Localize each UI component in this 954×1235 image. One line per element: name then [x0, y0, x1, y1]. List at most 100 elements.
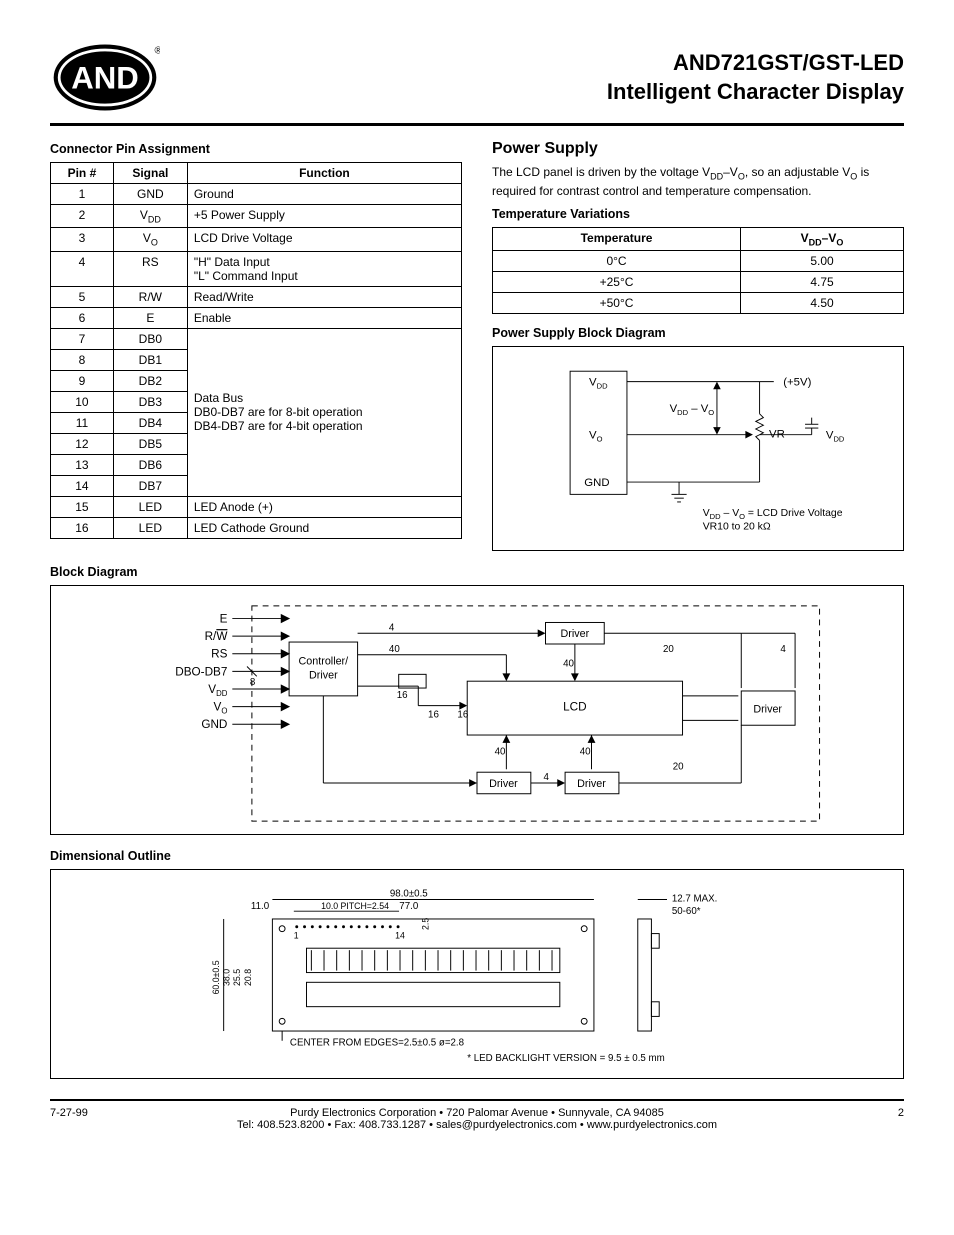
table-row: 3VOLCD Drive Voltage: [51, 228, 462, 251]
footer-date: 7-27-99: [50, 1107, 88, 1119]
temp-cell: +25°C: [493, 272, 741, 293]
footer-line-2: Tel: 408.523.8200 • Fax: 408.733.1287 • …: [50, 1119, 904, 1131]
title-block: AND721GST/GST-LED Intelligent Character …: [607, 49, 904, 106]
svg-text:Driver: Driver: [577, 778, 606, 790]
block-diagram: E R/W RS DBO-DB7 VDD VO GND 8 Controller…: [50, 585, 904, 835]
table-row: +50°C4.50: [493, 293, 904, 314]
temp-header-temp: Temperature: [493, 227, 741, 250]
svg-text:50-60*: 50-60*: [672, 906, 701, 917]
table-row: +25°C4.75: [493, 272, 904, 293]
and-logo: AND ®: [50, 40, 160, 115]
pin-table-title: Connector Pin Assignment: [50, 142, 462, 156]
svg-text:DBO-DB7: DBO-DB7: [175, 665, 227, 678]
temp-header-v: VDD–VO: [741, 227, 904, 250]
function-cell: LED Anode (+): [187, 496, 461, 517]
table-row: 16LEDLED Cathode Ground: [51, 517, 462, 538]
signal-cell: LED: [113, 517, 187, 538]
svg-text:20: 20: [663, 644, 674, 655]
left-column: Connector Pin Assignment Pin # Signal Fu…: [50, 138, 462, 551]
signal-cell: E: [113, 307, 187, 328]
block-diagram-title: Block Diagram: [50, 565, 904, 579]
pin-header-pin: Pin #: [51, 163, 114, 184]
pin-cell: 14: [51, 475, 114, 496]
voltage-cell: 4.50: [741, 293, 904, 314]
table-row: 5R/WRead/Write: [51, 286, 462, 307]
svg-text:VDD: VDD: [208, 683, 227, 698]
dimensional-section: Dimensional Outline 1 14 98.0±0.5 77.0: [50, 849, 904, 1079]
svg-text:16: 16: [397, 690, 408, 701]
svg-text:®: ®: [155, 46, 161, 57]
table-row: 15LEDLED Anode (+): [51, 496, 462, 517]
signal-cell: DB5: [113, 433, 187, 454]
footer-page: 2: [898, 1107, 904, 1119]
svg-text:VR10 to 20 kΩ: VR10 to 20 kΩ: [703, 522, 771, 533]
svg-text:E: E: [220, 613, 228, 626]
pin-header-function: Function: [187, 163, 461, 184]
svg-text:LCD: LCD: [563, 701, 586, 714]
svg-text:8: 8: [250, 677, 255, 688]
svg-text:1: 1: [294, 931, 299, 941]
svg-text:VDD: VDD: [589, 377, 608, 391]
svg-text:(+5V): (+5V): [783, 377, 811, 389]
table-row: 7DB0Data BusDB0-DB7 are for 8-bit operat…: [51, 328, 462, 349]
signal-cell: DB3: [113, 391, 187, 412]
svg-text:40: 40: [580, 747, 591, 758]
right-column: Power Supply The LCD panel is driven by …: [492, 138, 904, 551]
function-cell: Ground: [187, 184, 461, 205]
svg-text:4: 4: [780, 644, 786, 655]
svg-text:CENTER FROM EDGES=2.5±0.5 ø: CENTER FROM EDGES=2.5±0.5 ø=2.8: [290, 1038, 464, 1049]
pin-cell: 16: [51, 517, 114, 538]
svg-text:20.8: 20.8: [243, 969, 253, 986]
block-diagram-section: Block Diagram E R/W RS DBO-DB7 VDD VO GN…: [50, 565, 904, 835]
pin-assignment-table: Pin # Signal Function 1GNDGround2VDD+5 P…: [50, 162, 462, 539]
signal-cell: DB2: [113, 370, 187, 391]
signal-cell: DB7: [113, 475, 187, 496]
function-cell: LCD Drive Voltage: [187, 228, 461, 251]
svg-text:VO: VO: [214, 701, 228, 716]
svg-text:4: 4: [544, 772, 550, 783]
table-row: 6EEnable: [51, 307, 462, 328]
signal-cell: GND: [113, 184, 187, 205]
voltage-cell: 5.00: [741, 251, 904, 272]
svg-text:RS: RS: [211, 648, 227, 661]
pin-cell: 8: [51, 349, 114, 370]
svg-text:38.0: 38.0: [222, 969, 232, 986]
svg-text:40: 40: [495, 747, 506, 758]
svg-text:16: 16: [457, 710, 468, 721]
svg-text:40: 40: [389, 644, 400, 655]
power-supply-title: Power Supply: [492, 140, 904, 158]
svg-text:R/W: R/W: [205, 630, 229, 643]
svg-text:40: 40: [563, 659, 574, 670]
signal-cell: DB0: [113, 328, 187, 349]
svg-text:Driver: Driver: [489, 778, 518, 790]
svg-text:Driver: Driver: [753, 704, 782, 716]
svg-text:* LED BACKLIGHT VERSION = 9.5: * LED BACKLIGHT VERSION = 9.5 ± 0.5 mm: [467, 1053, 664, 1064]
pin-cell: 6: [51, 307, 114, 328]
title-line-1: AND721GST/GST-LED: [607, 49, 904, 78]
svg-text:98.0±0.5: 98.0±0.5: [390, 889, 428, 900]
temp-variations-title: Temperature Variations: [492, 207, 904, 221]
svg-text:77.0: 77.0: [399, 901, 419, 912]
footer-line-1: Purdy Electronics Corporation • 720 Palo…: [50, 1107, 904, 1119]
power-supply-diagram: VDD (+5V) VDD – VO VO VR: [492, 346, 904, 551]
svg-text:16: 16: [428, 710, 439, 721]
svg-text:Driver: Driver: [561, 628, 590, 640]
svg-text:25.5: 25.5: [232, 969, 242, 986]
svg-text:VDD – VO: VDD – VO: [670, 403, 715, 417]
pin-cell: 4: [51, 251, 114, 286]
function-cell: "H" Data Input"L" Command Input: [187, 251, 461, 286]
pin-cell: 7: [51, 328, 114, 349]
svg-text:GND: GND: [584, 477, 609, 489]
temperature-table: Temperature VDD–VO 0°C5.00+25°C4.75+50°C…: [492, 227, 904, 314]
signal-cell: VDD: [113, 205, 187, 228]
signal-cell: LED: [113, 496, 187, 517]
pin-cell: 2: [51, 205, 114, 228]
table-row: 0°C5.00: [493, 251, 904, 272]
pin-cell: 11: [51, 412, 114, 433]
svg-text:AND: AND: [71, 61, 139, 96]
svg-text:VDD: VDD: [826, 430, 845, 444]
svg-text:2.5: 2.5: [420, 918, 430, 930]
page-header: AND ® AND721GST/GST-LED Intelligent Char…: [50, 40, 904, 126]
svg-text:VO: VO: [589, 430, 603, 444]
main-columns: Connector Pin Assignment Pin # Signal Fu…: [50, 138, 904, 551]
